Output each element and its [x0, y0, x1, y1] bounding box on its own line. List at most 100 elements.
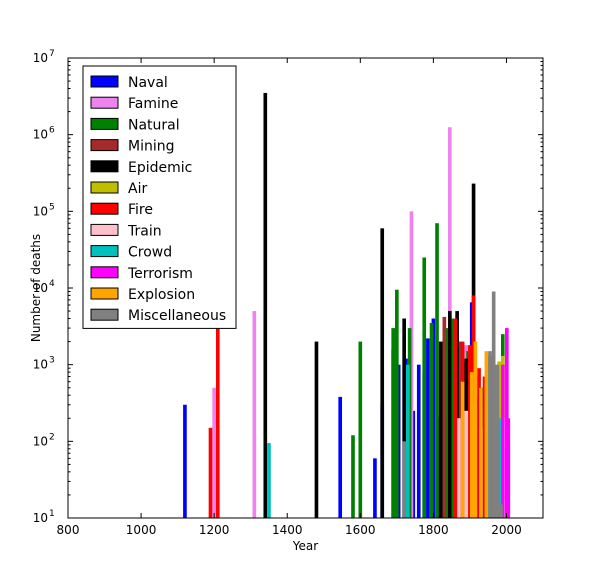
bar-natural-12 [466, 351, 470, 518]
legend-label-fire: Fire [128, 202, 153, 218]
bar-miscellaneous-2 [491, 291, 496, 518]
y-tick-exponent-6: 7 [49, 49, 55, 59]
bar-train-2 [471, 404, 476, 518]
bar-epidemic-5 [448, 311, 452, 518]
legend-label-explosion: Explosion [128, 287, 195, 303]
legend-swatch-terrorism [90, 266, 119, 279]
bar-naval-1 [338, 396, 343, 518]
legend-swatch-crowd [90, 245, 119, 258]
bar-mining-0 [442, 316, 447, 518]
bar-natural-6 [429, 322, 434, 518]
bar-explosion-2 [473, 341, 478, 518]
x-tick-label-5: 1800 [418, 523, 449, 537]
legend-swatch-train [90, 223, 119, 236]
x-tick-label-1: 1000 [126, 523, 157, 537]
bar-train-1 [464, 410, 469, 518]
y-tick-label-1: 10 [33, 434, 48, 448]
y-tick-label-3: 10 [33, 281, 48, 295]
legend-label-air: Air [128, 181, 147, 197]
x-tick-label-6: 2000 [491, 523, 522, 537]
y-tick-label-6: 10 [33, 51, 48, 65]
legend-label-crowd: Crowd [128, 245, 172, 261]
bar-mining-2 [458, 341, 463, 518]
bar-famine-0 [212, 387, 216, 518]
legend-swatch-natural [90, 117, 119, 130]
y-tick-exponent-3: 4 [49, 279, 55, 289]
y-tick-label-2: 10 [33, 358, 48, 372]
bar-miscellaneous-4 [499, 504, 503, 518]
y-tick-exponent-1: 2 [49, 432, 55, 442]
legend-label-natural: Natural [128, 117, 180, 133]
bar-natural-4 [407, 328, 412, 518]
bar-explosion-4 [484, 351, 489, 518]
bar-epidemic-3 [402, 318, 406, 518]
y-tick-label-5: 10 [33, 128, 48, 142]
y-tick-label-0: 10 [33, 511, 48, 525]
bar-train-0 [457, 418, 461, 518]
bar-explosion-0 [460, 381, 465, 518]
legend-swatch-air [90, 181, 119, 194]
bar-train-6 [502, 418, 507, 518]
y-axis-label: Number of deaths [29, 234, 43, 342]
bar-natural-2 [391, 328, 396, 518]
y-tick-exponent-4: 5 [49, 202, 55, 212]
bar-miscellaneous-0 [402, 441, 406, 518]
bar-natural-7 [435, 223, 439, 518]
x-tick-label-2: 1200 [199, 523, 230, 537]
legend-label-train: Train [127, 223, 162, 239]
bar-epidemic-1 [314, 341, 319, 518]
bar-crowd-0 [267, 443, 271, 518]
bar-natural-0 [351, 435, 355, 518]
bar-fire-0 [208, 427, 213, 518]
x-tick-label-3: 1400 [272, 523, 303, 537]
legend-label-mining: Mining [128, 139, 175, 155]
bar-epidemic-2 [380, 228, 385, 518]
legend-swatch-epidemic [90, 160, 119, 173]
legend-swatch-naval [90, 75, 119, 88]
legend-label-epidemic: Epidemic [128, 160, 192, 176]
bar-air-1 [490, 358, 494, 518]
bar-natural-3 [395, 289, 399, 518]
bar-fire-1 [215, 328, 220, 518]
bar-terrorism-3 [506, 418, 511, 518]
y-tick-label-4: 10 [33, 204, 48, 218]
bar-naval-10 [426, 338, 430, 518]
legend-label-famine: Famine [128, 96, 178, 112]
y-tick-exponent-2: 3 [49, 356, 55, 366]
legend-swatch-mining [90, 139, 119, 152]
bar-miscellaneous-1 [488, 351, 492, 518]
bar-epidemic-0 [263, 92, 268, 518]
bar-naval-5 [396, 364, 401, 518]
bar-fire-2 [453, 318, 458, 518]
bar-natural-1 [358, 341, 363, 518]
bar-naval-11 [431, 318, 436, 518]
bar-natural-9 [444, 328, 448, 518]
bar-epidemic-4 [438, 341, 443, 518]
bar-famine-1 [252, 311, 257, 518]
bar-naval-7 [411, 410, 416, 518]
bar-naval-8 [416, 364, 421, 518]
bar-naval-2 [373, 458, 377, 518]
x-tick-label-4: 1600 [345, 523, 376, 537]
bar-miscellaneous-3 [495, 364, 500, 518]
legend-swatch-explosion [90, 287, 119, 300]
legend-label-miscellaneous: Miscellaneous [128, 308, 226, 324]
legend-label-terrorism: Terrorism [127, 266, 193, 282]
bar-terrorism-1 [500, 364, 505, 518]
x-tick-label-0: 800 [57, 523, 80, 537]
bar-fire-6 [477, 368, 481, 518]
bar-crowd-1 [405, 364, 410, 518]
legend-swatch-miscellaneous [90, 308, 119, 321]
bar-natural-5 [422, 257, 427, 518]
legend: Naval Famine Natural Mining Epidemic Air Fire T… [82, 65, 237, 329]
bar-naval-0 [183, 404, 187, 518]
legend-label-naval: Naval [128, 75, 168, 91]
bar-explosion-1 [469, 372, 474, 518]
bar-natural-10 [451, 318, 456, 518]
y-tick-exponent-5: 6 [49, 126, 55, 136]
legend-swatch-fire [90, 202, 119, 215]
legend-box [82, 65, 237, 329]
bar-fire-7 [482, 376, 487, 518]
